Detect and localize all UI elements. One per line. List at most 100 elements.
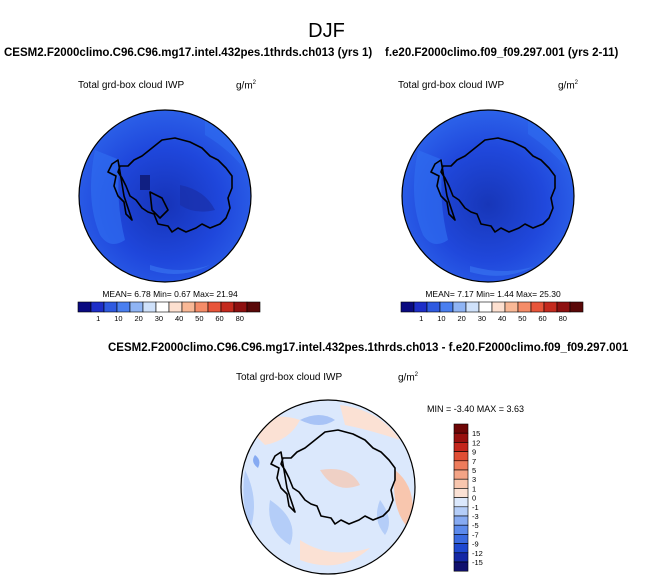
colorbar3-tick-label: -7	[472, 530, 479, 539]
colorbar2-swatch	[543, 301, 558, 313]
colorbar2-swatch	[478, 301, 493, 313]
colorbar3-tick-label: 0	[472, 494, 476, 503]
colorbar2-stats: MEAN= 7.17 Min= 1.44 Max= 25.30	[425, 289, 561, 299]
panel3-case-name: CESM2.F2000climo.C96.C96.mg17.intel.432p…	[108, 342, 629, 354]
colorbar3-swatch	[453, 432, 469, 443]
colorbar1-tick-label: 30	[155, 314, 163, 323]
colorbar1-swatch	[155, 301, 170, 313]
colorbar1-swatch	[194, 301, 209, 313]
colorbar1-swatch	[90, 301, 105, 313]
colorbar3-tick-label: 12	[472, 438, 480, 447]
colorbar3-tick-label: 5	[472, 466, 476, 475]
colorbar3-tick-label: -9	[472, 540, 479, 549]
panel1-variable: Total grd-box cloud IWP	[78, 80, 185, 91]
colorbar2-swatch	[426, 301, 441, 313]
colorbar2-tick-label: 40	[498, 314, 506, 323]
colorbar1-swatch	[168, 301, 183, 313]
colorbar3-swatch	[453, 552, 469, 563]
colorbar3-swatch	[453, 478, 469, 489]
colorbar1-swatch	[181, 301, 196, 313]
colorbar3-swatch	[453, 497, 469, 508]
colorbar2-swatch	[465, 301, 480, 313]
colorbar3-tick-label: -12	[472, 549, 483, 558]
colorbar1-tick-label: 10	[114, 314, 122, 323]
colorbar1-swatch	[142, 301, 157, 313]
colorbar1-swatch	[246, 301, 261, 313]
colorbar1-swatch	[116, 301, 131, 313]
colorbar2-tick-label: 30	[478, 314, 486, 323]
figure-title: DJF	[308, 20, 345, 42]
panel1-case-name: CESM2.F2000climo.C96.C96.mg17.intel.432p…	[4, 47, 373, 59]
colorbar3-tick-label: 1	[472, 484, 476, 493]
colorbar1-swatch	[220, 301, 235, 313]
colorbar3-tick-label: 3	[472, 475, 476, 484]
colorbar2-swatch	[491, 301, 506, 313]
colorbar1-tick-label: 80	[236, 314, 244, 323]
colorbar1-tick-label: 1	[96, 314, 100, 323]
colorbar2-tick-label: 20	[457, 314, 465, 323]
colorbar2-swatch	[452, 301, 467, 313]
colorbar3-tick-label: -3	[472, 512, 479, 521]
colorbar3-swatch	[453, 506, 469, 517]
colorbar1-tick-label: 40	[175, 314, 183, 323]
panel3-minmax: MIN = -3.40 MAX = 3.63	[427, 404, 525, 414]
colorbar3-tick-label: 7	[472, 457, 476, 466]
colorbar2-swatch	[530, 301, 545, 313]
colorbar2-swatch	[400, 301, 415, 313]
colorbar3-swatch	[453, 488, 469, 498]
colorbar3-swatch	[453, 524, 469, 535]
map1-coastline	[107, 137, 233, 233]
map2-border	[401, 109, 575, 283]
colorbar3-swatch	[453, 469, 469, 480]
colorbar2-swatch	[413, 301, 428, 313]
colorbar3-tick-label: -15	[472, 558, 483, 567]
colorbar1-swatch	[77, 301, 92, 313]
colorbar2-tick-label: 60	[538, 314, 546, 323]
colorbar2-swatch	[504, 301, 519, 313]
panel2-units: g/m2	[558, 80, 579, 92]
colorbar3-tick-label: -1	[472, 503, 479, 512]
colorbar2-swatch	[556, 301, 571, 313]
colorbar3-swatch	[453, 543, 469, 554]
panel3-variable: Total grd-box cloud IWP	[236, 372, 343, 383]
colorbar2-swatch	[517, 301, 532, 313]
colorbar2-tick-label: 1	[419, 314, 423, 323]
colorbar3-swatch	[453, 423, 469, 434]
panel1-units: g/m2	[236, 80, 257, 92]
colorbar3-swatch	[453, 451, 469, 462]
colorbar3-swatch	[453, 442, 469, 452]
colorbar1-stats: MEAN= 6.78 Min= 0.67 Max= 21.94	[102, 289, 238, 299]
colorbar2-tick-label: 50	[518, 314, 526, 323]
colorbar1-tick-label: 50	[195, 314, 203, 323]
colorbar3-tick-label: -5	[472, 521, 479, 530]
colorbar3-swatch	[453, 460, 469, 471]
colorbar3-tick-label: 15	[472, 429, 480, 438]
panel2-case-name: f.e20.F2000climo.f09_f09.297.001 (yrs 2-…	[385, 47, 619, 59]
panel3-units: g/m2	[398, 372, 419, 384]
colorbar1-swatch	[103, 301, 118, 313]
colorbar3-swatch	[453, 561, 469, 572]
colorbar3-swatch	[453, 515, 469, 526]
colorbar1-tick-label: 60	[215, 314, 223, 323]
colorbar2-tick-label: 10	[437, 314, 445, 323]
colorbar3-tick-label: 9	[472, 448, 476, 457]
map2-coastline	[430, 137, 556, 233]
colorbar2-tick-label: 80	[559, 314, 567, 323]
panel2-variable: Total grd-box cloud IWP	[398, 80, 505, 91]
colorbar1-swatch	[233, 301, 248, 313]
colorbar2-swatch	[439, 301, 454, 313]
map3-coastline	[270, 429, 396, 525]
colorbar3-swatch	[453, 534, 469, 544]
colorbar-panel-2: MEAN= 7.17 Min= 1.44 Max= 25.30 1 10 20 30 40…	[400, 289, 584, 323]
colorbar1-swatch	[129, 301, 144, 313]
map1-border	[78, 109, 252, 283]
colorbar2-swatch	[569, 301, 584, 313]
map3-border	[240, 399, 416, 575]
colorbar-panel-1: MEAN= 6.78 Min= 0.67 Max= 21.94 1 10 20 30 40…	[77, 289, 261, 323]
colorbar1-tick-label: 20	[134, 314, 142, 323]
colorbar1-swatch	[207, 301, 222, 313]
